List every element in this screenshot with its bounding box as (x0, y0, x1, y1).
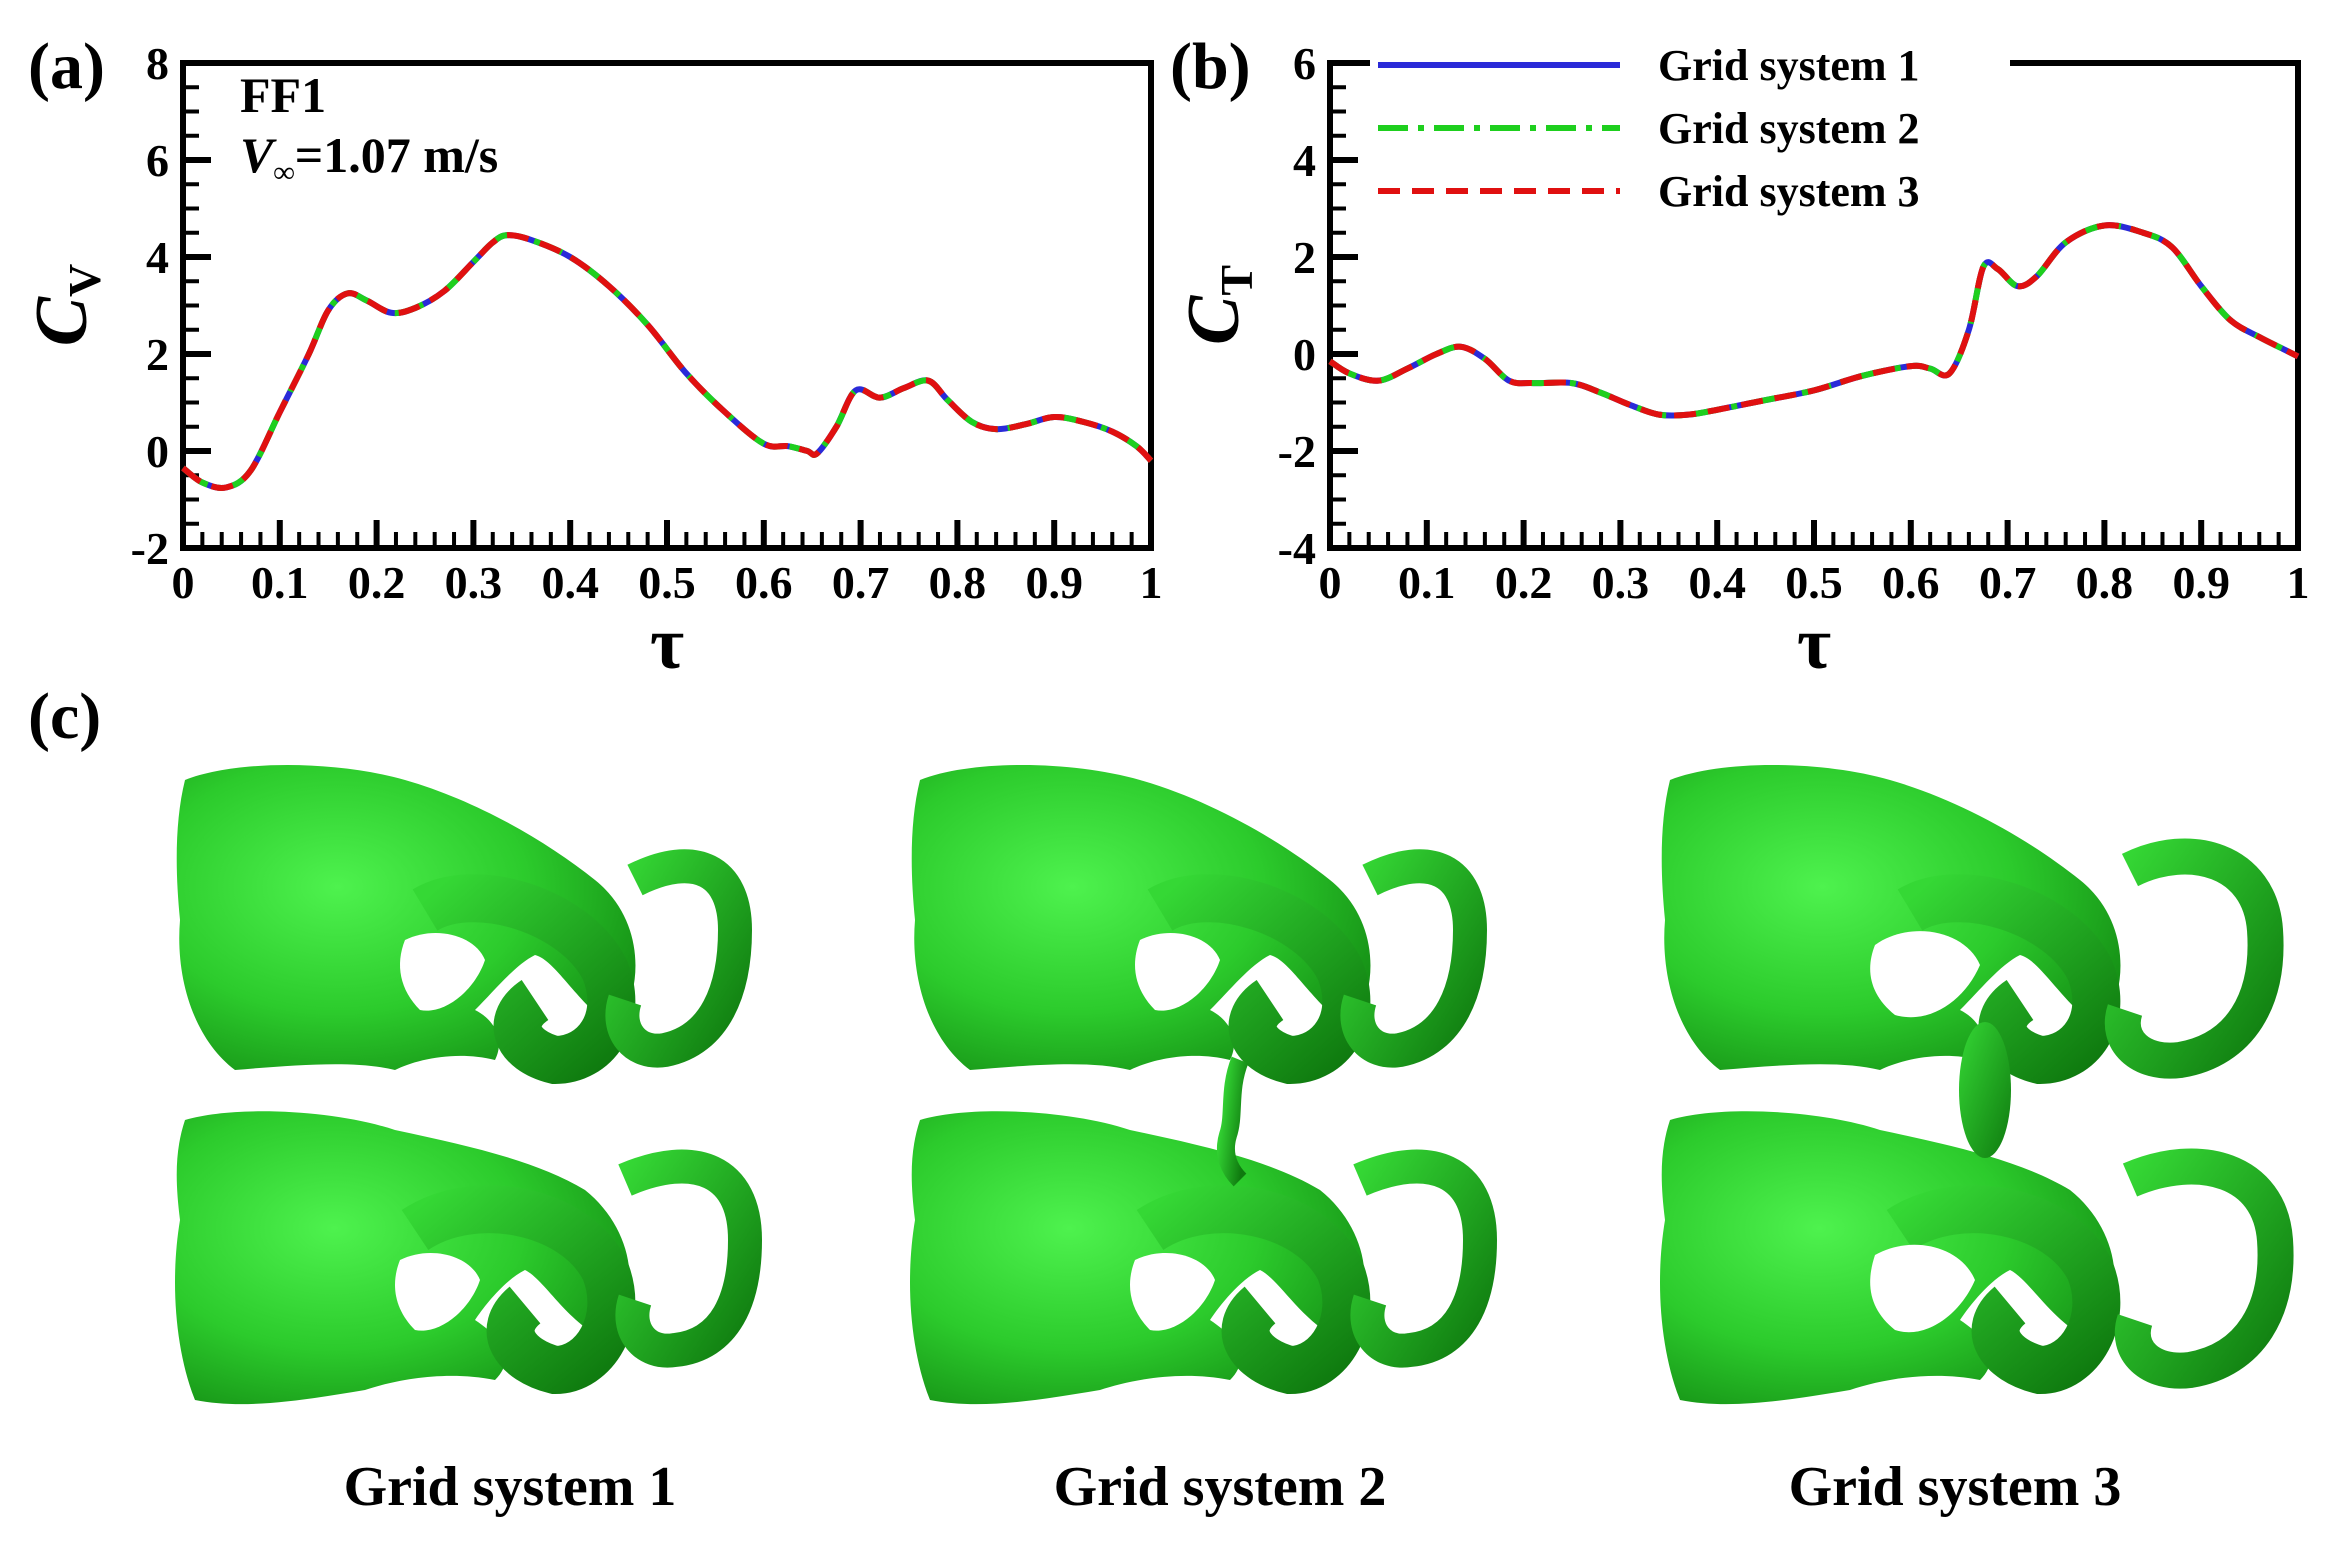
y-tick-label-b: 4 (1293, 135, 1316, 186)
x-tick-label-b: 0.1 (1398, 557, 1456, 608)
y-axis-title-b-sub: T (1211, 265, 1262, 296)
vortex-bridge (1216, 1056, 1249, 1187)
lower-vortex-body (175, 1111, 630, 1405)
x-tick-label-a: 0.4 (541, 557, 599, 608)
case-label: FF1 (240, 67, 326, 123)
x-tick-label-b: 1 (2287, 557, 2310, 608)
x-tick-label-b: 0.2 (1495, 557, 1553, 608)
vortex-hole-upper (400, 932, 485, 1011)
y-axis-title-a: CV (21, 264, 110, 347)
y-axis-title-b-main: C (1173, 294, 1255, 345)
panel-label-a: (a) (28, 30, 105, 103)
velocity-value: =1.07 m/s (295, 127, 499, 183)
series-line-b-3 (1328, 222, 2300, 419)
x-tick-label-a: 0.6 (735, 557, 793, 608)
x-tick-label-a: 0.3 (445, 557, 503, 608)
y-axis-title-a-main: C (21, 295, 103, 346)
vortex-caption-3: Grid system 3 (1789, 1456, 2122, 1518)
series-line-a-2 (181, 232, 1154, 491)
lower-vortex-loop (2114, 1148, 2294, 1389)
series-line-a-3 (181, 232, 1154, 491)
upper-vortex-body (911, 765, 1371, 1070)
y-axis-title-b: CT (1173, 265, 1262, 345)
y-tick-label-b: 0 (1293, 329, 1316, 380)
vortex-caption-2: Grid system 2 (1054, 1456, 1387, 1518)
vortex-image-3 (1660, 765, 2294, 1405)
series-line-b-1 (1328, 222, 2300, 419)
y-tick-label-b: 2 (1293, 232, 1316, 283)
x-tick-label-b: 0.9 (2172, 557, 2230, 608)
x-tick-label-b: 0.7 (1979, 557, 2037, 608)
y-tick-label-b: 6 (1293, 38, 1316, 89)
x-tick-label-b: 0 (1319, 557, 1342, 608)
vortex-caption-1: Grid system 1 (344, 1456, 677, 1518)
legend: Grid system 1 Grid system 2 Grid system … (1370, 35, 2010, 225)
y-axis-title-a-sub: V (59, 264, 110, 297)
x-tick-label-b: 0.6 (1882, 557, 1940, 608)
x-tick-label-a: 0.1 (251, 557, 309, 608)
y-tick-label-a: 4 (146, 232, 169, 283)
chart-panel-a: (a) 0 0.1 0.2 0.3 0.4 0.5 0.6 0.7 0.8 0.9 1-202468… (21, 30, 1163, 685)
lower-vortex-body (910, 1111, 1365, 1405)
series-group-b (1328, 222, 2300, 419)
series-line-b-2 (1328, 222, 2300, 419)
legend-label-2: Grid system 2 (1658, 104, 1920, 153)
y-tick-label-a: 0 (146, 426, 169, 477)
velocity-sub: ∞ (273, 156, 294, 189)
x-tick-label-a: 0.8 (929, 557, 987, 608)
chart-panel-b: (b) 0 0.1 0.2 0.3 0.4 0.5 0.6 0.7 0.8 0.9 1 -4 -2 0 2 4… (1170, 30, 2310, 685)
vortex-bridge (1959, 1022, 2011, 1158)
y-tick-label-b: -2 (1278, 426, 1316, 477)
vortex-hole-lower (1870, 1244, 1975, 1333)
lower-vortex-loop (1350, 1149, 1498, 1368)
x-tick-label-b: 0.4 (1688, 557, 1746, 608)
x-tick-label-b: 0.5 (1785, 557, 1843, 608)
x-tick-label-a: 0.2 (348, 557, 406, 608)
vortex-image-2 (910, 765, 1498, 1405)
y-tick-label-a: 8 (146, 38, 169, 89)
series-line-a-1 (181, 232, 1154, 491)
lower-vortex-ring (1136, 1185, 1371, 1395)
panel-label-c: (c) (28, 680, 101, 753)
lower-vortex-loop (615, 1149, 763, 1368)
upper-vortex-body (1661, 765, 2121, 1070)
x-tick-label-a: 0 (172, 557, 195, 608)
ticks-b: 0 0.1 0.2 0.3 0.4 0.5 0.6 0.7 0.8 0.9 1 -4 -2 0 2 4 6 (1278, 38, 2310, 608)
x-tick-label-a: 0.9 (1025, 557, 1083, 608)
x-axis-title-b: τ (1797, 603, 1831, 685)
x-tick-label-a: 0.7 (832, 557, 890, 608)
lower-vortex-ring (1886, 1185, 2121, 1395)
x-tick-label-b: 0.8 (2076, 557, 2134, 608)
legend-label-3: Grid system 3 (1658, 167, 1920, 216)
upper-vortex-loop (1340, 849, 1488, 1068)
upper-vortex-ring (1897, 874, 2121, 1085)
y-tick-label-a: -2 (131, 523, 169, 574)
y-tick-label-a: 2 (146, 329, 169, 380)
vortex-panel-c: (c) (28, 680, 2294, 1518)
vortex-hole-lower (1130, 1252, 1215, 1331)
x-axis-title-a: τ (650, 603, 684, 685)
x-tick-label-a: 0.5 (638, 557, 696, 608)
series-group-a (181, 232, 1154, 491)
y-tick-label-b: -4 (1278, 523, 1316, 574)
panel-label-b: (b) (1170, 30, 1251, 103)
legend-label-1: Grid system 1 (1658, 41, 1920, 90)
y-tick-label-a: 6 (146, 135, 169, 186)
upper-vortex-loop (2104, 838, 2284, 1079)
upper-vortex-loop (605, 849, 753, 1068)
velocity-label: V∞=1.07 m/s (240, 127, 498, 189)
vortex-hole-lower (395, 1252, 480, 1331)
x-tick-label-a: 1 (1140, 557, 1163, 608)
vortex-hole-upper (1135, 932, 1220, 1011)
velocity-var: V (240, 127, 277, 183)
vortex-image-1 (175, 765, 763, 1405)
lower-vortex-ring (401, 1185, 636, 1395)
upper-vortex-body (176, 765, 636, 1070)
x-tick-label-b: 0.3 (1592, 557, 1650, 608)
vortex-hole-upper (1870, 931, 1980, 1018)
